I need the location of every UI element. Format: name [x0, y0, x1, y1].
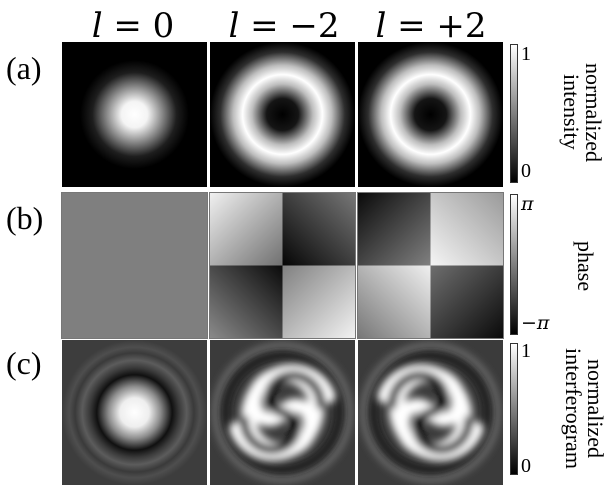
- intensity-colorbar: [510, 44, 518, 183]
- intensity-colorbar-max: 1: [521, 43, 531, 65]
- phase-colorbar-title: phase: [573, 240, 598, 292]
- column-header-l-0: l = 0: [91, 6, 175, 46]
- interferogram-panel-l-plus-2: [358, 340, 503, 485]
- phase-colorbar: [510, 194, 518, 335]
- intensity-panel-l-plus-2: [358, 42, 503, 187]
- interferogram-colorbar-max: 1: [521, 340, 531, 362]
- phase-panel-l0: [62, 193, 207, 338]
- phase-colorbar-max: π: [521, 193, 534, 215]
- column-header-l-minus-2: l = −2: [228, 6, 340, 46]
- phase-panel-l-plus-2: [358, 193, 503, 338]
- phase-panel-l-minus-2: [210, 193, 355, 338]
- phase-colorbar-min: −π: [521, 312, 550, 334]
- row-label-b: (b): [6, 200, 44, 236]
- interferogram-panel-l-minus-2: [210, 340, 355, 485]
- interferogram-colorbar: [510, 343, 518, 475]
- column-header-l-plus-2: l = +2: [375, 6, 487, 46]
- interferogram-panel-l0: [62, 340, 207, 485]
- intensity-panel-l-minus-2: [210, 42, 355, 187]
- intensity-colorbar-min: 0: [521, 160, 531, 182]
- row-label-a: (a): [6, 50, 42, 86]
- intensity-colorbar-title: normalized intensity: [559, 62, 606, 162]
- row-label-c: (c): [6, 345, 42, 381]
- interferogram-colorbar-min: 0: [521, 455, 531, 477]
- interferogram-colorbar-title: normalized interferogram: [561, 348, 608, 469]
- intensity-panel-l0: [62, 42, 207, 187]
